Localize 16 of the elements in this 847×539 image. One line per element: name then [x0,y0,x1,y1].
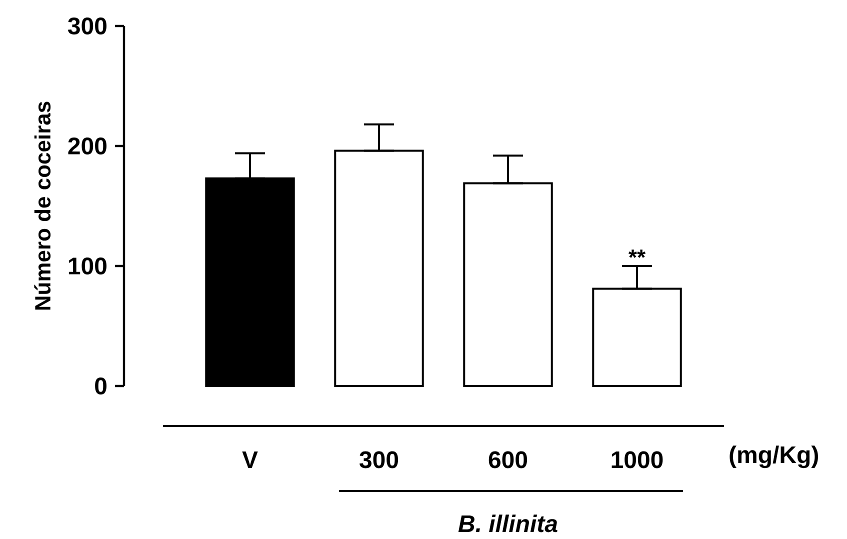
x-tick-label: 600 [488,451,528,468]
bar [463,182,553,387]
bar [334,150,424,387]
bar [592,288,682,387]
x-tick-label: 1000 [612,451,663,468]
text: B. illinita [458,514,558,532]
y-axis-title: Número de coceiras [34,102,51,310]
x-tick-label: 300 [360,451,398,468]
annotation: ** [628,250,646,258]
y-tick-label: 200 [68,138,106,154]
bar [205,177,295,387]
x-tick-label: V [242,451,258,468]
x-axis-title: (mg/Kg) [730,446,818,468]
y-tick-label: 300 [68,17,106,35]
y-tick-label: 100 [68,258,106,274]
y-tick-label: 0 [95,378,106,394]
